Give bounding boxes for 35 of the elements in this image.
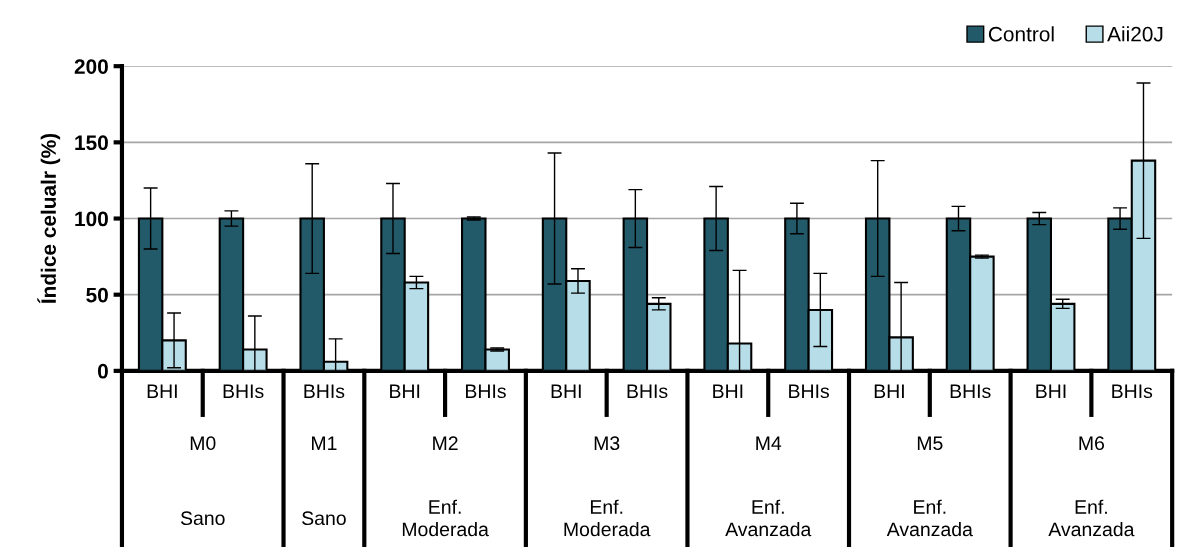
y-tick-label: 100 [75,211,108,227]
y-tick-label: 150 [75,135,108,151]
x-tick-label: BHIs [466,384,506,399]
x-tick-label: BHIs [223,384,264,399]
text: M3 [594,436,620,451]
x-tick-label: BHIs [1112,384,1153,399]
text: Sano [180,511,225,526]
text: Enf. Moderada [402,499,489,537]
legend-label: Control [988,26,1054,42]
y-tick-label: 50 [86,287,108,303]
text: Enf. Moderada [564,499,651,537]
x-tick-label: BHIs [627,384,668,399]
text: M6 [1079,436,1105,451]
text: M2 [433,436,458,450]
x-tick-label: BHI [1036,384,1066,398]
x-tick-label: BHIs [304,384,345,399]
text: Enf. Avanzada [725,499,812,537]
text: M4 [756,436,782,450]
y-axis-title: Índice celualr (%) [37,133,61,304]
x-tick-label: BHI [390,384,420,398]
x-tick-label: BHI [551,384,581,398]
x-tick-label: BHI [713,384,743,398]
text: Sano [302,511,346,526]
x-tick-label: BHI [874,384,904,398]
y-tick-label: 200 [74,59,108,74]
y-tick-label: 0 [98,363,108,379]
text: Enf. Avanzada [886,499,973,537]
x-tick-label: BHIs [950,384,991,399]
x-tick-label: BHI [147,384,177,398]
text: M0 [190,436,216,451]
legend-label: Aii20J [1107,26,1163,42]
x-tick-label: BHIs [789,384,829,399]
text: Enf. Avanzada [1048,499,1135,537]
text: M1 [312,436,337,450]
text: M5 [917,436,943,451]
